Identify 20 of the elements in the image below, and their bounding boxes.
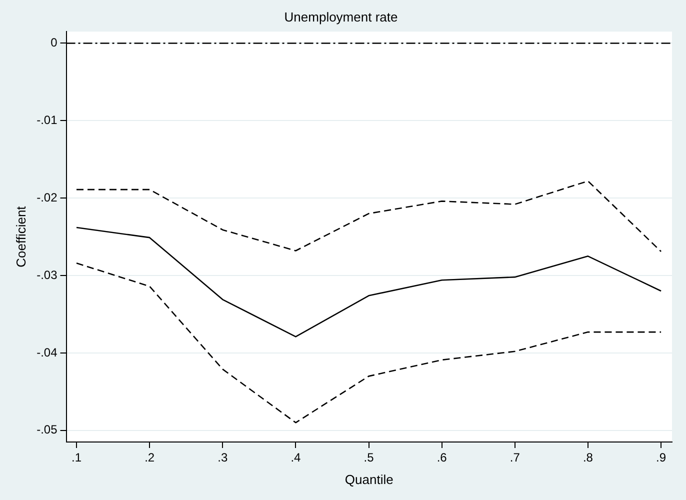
y-tick-label: 0: [50, 36, 58, 50]
y-axis-title: Coefficient: [13, 206, 28, 268]
x-tick-label: .3: [218, 450, 228, 465]
x-tick-label: .5: [364, 450, 374, 465]
line-series: [76, 180, 662, 252]
x-tick-label: .1: [72, 450, 82, 465]
x-tick-label: .6: [436, 450, 448, 465]
x-tick-label: .4: [290, 450, 302, 465]
x-tick-label: .7: [510, 450, 520, 465]
x-tick-label: .8: [582, 450, 594, 465]
x-tick-label: .9: [656, 450, 666, 465]
x-axis-title: Quantile: [344, 472, 394, 487]
y-tick-label: -.03: [36, 268, 58, 282]
y-tick-label: -.02: [36, 190, 58, 204]
y-tick-label: -.01: [36, 112, 58, 127]
y-tick-label: -.05: [36, 422, 58, 437]
x-tick-label: .2: [144, 450, 155, 465]
y-tick-label: -.04: [36, 345, 58, 360]
chart-title: Unemployment rate: [284, 9, 398, 24]
line-series: [76, 262, 662, 424]
